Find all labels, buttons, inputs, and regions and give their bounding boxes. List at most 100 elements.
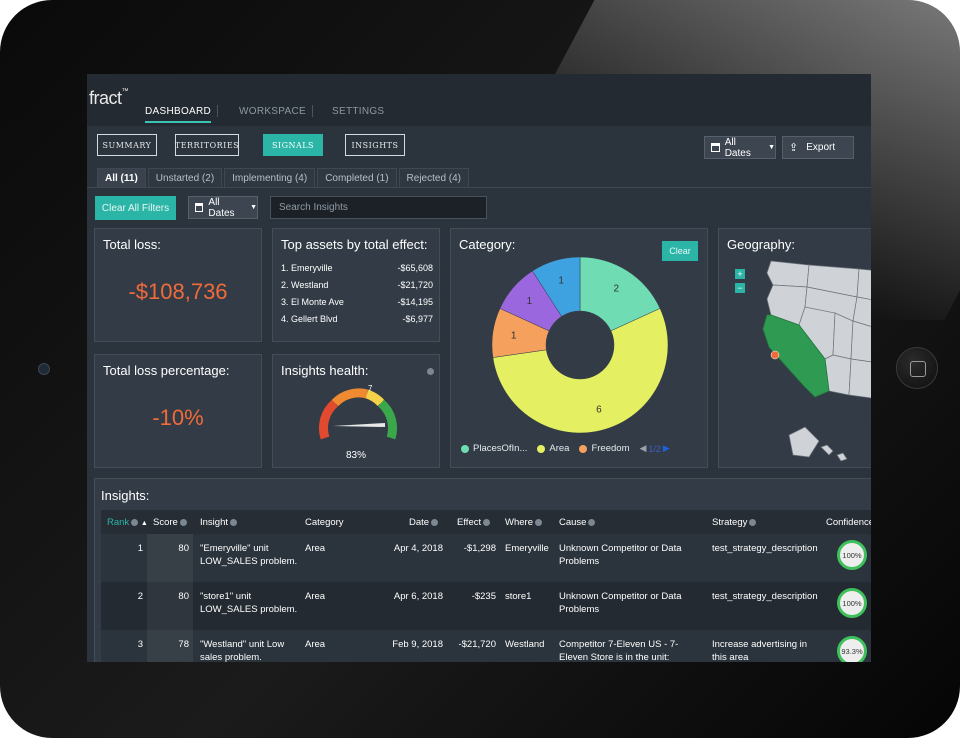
nav-settings[interactable]: SETTINGS <box>332 106 385 117</box>
status-tabs: All (11) Unstarted (2) Implementing (4) … <box>97 168 471 188</box>
chevron-down-icon: ▼ <box>250 204 257 211</box>
asset-row[interactable]: 3. El Monte Ave -$14,195 <box>281 297 433 307</box>
donut-slice-1[interactable] <box>579 256 661 332</box>
row-cause: Competitor 7-Eleven US - 7-Eleven Store … <box>559 639 679 662</box>
health-gauge: 7 <box>319 384 397 440</box>
row-date: Apr 4, 2018 <box>393 543 443 554</box>
row-insight[interactable]: "Emeryville" unit LOW_SALES problem. <box>200 543 298 567</box>
row-date: Apr 6, 2018 <box>393 591 443 602</box>
row-insight[interactable]: "Westland" unit Low sales problem. <box>200 639 285 662</box>
donut-slice-label: 1 <box>527 296 533 307</box>
legend-item[interactable]: Area <box>537 443 569 454</box>
column-category[interactable]: Category <box>305 517 344 528</box>
gauge-red-segment <box>319 399 339 440</box>
column-date[interactable]: Date <box>409 517 439 528</box>
donut-slice-label: 2 <box>613 284 619 295</box>
filter-date-dropdown[interactable]: All Dates ▼ <box>188 196 258 219</box>
row-strategy: Increase advertising in this area <box>712 639 808 662</box>
info-icon <box>179 518 187 526</box>
tab-completed[interactable]: Completed (1) <box>317 168 397 188</box>
row-category: Area <box>305 591 326 602</box>
category-card: Category: Clear 2 6 1 1 1 PlacesOfIn... Area… <box>450 228 708 468</box>
donut-slice-2[interactable] <box>492 308 669 434</box>
row-score: 80 <box>178 591 189 602</box>
category-clear-button[interactable]: Clear <box>662 241 698 261</box>
total-loss-title: Total loss: <box>103 237 161 252</box>
asset-row[interactable]: 1. Emeryville -$65,608 <box>281 263 433 273</box>
column-where[interactable]: Where <box>505 517 542 528</box>
tab-unstarted[interactable]: Unstarted (2) <box>147 168 223 188</box>
date-range-dropdown[interactable]: All Dates ▼ <box>704 136 776 159</box>
score-cell-bg <box>147 582 193 630</box>
search-input[interactable]: Search Insights <box>270 196 487 219</box>
info-icon <box>431 518 439 526</box>
gauge-needle <box>333 423 385 427</box>
map-zoom-in-button[interactable]: + <box>735 269 745 279</box>
nav-divider <box>217 105 218 117</box>
column-insight[interactable]: Insight <box>200 517 237 528</box>
territories-button[interactable]: TERRITORIES <box>175 134 239 156</box>
us-map[interactable] <box>749 259 871 468</box>
nav-workspace[interactable]: WORKSPACE <box>239 106 306 117</box>
row-where: Westland <box>505 639 545 650</box>
tab-implementing[interactable]: Implementing (4) <box>224 168 316 188</box>
signals-button[interactable]: SIGNALS <box>263 134 323 156</box>
donut-slice-5[interactable] <box>532 256 581 317</box>
asset-row[interactable]: 4. Gellert Blvd -$6,977 <box>281 314 433 324</box>
states-layer <box>766 260 871 462</box>
column-rank[interactable]: Rank ▲ <box>107 517 148 528</box>
tab-all[interactable]: All (11) <box>97 168 146 188</box>
asset-row[interactable]: 2. Westland -$21,720 <box>281 280 433 290</box>
donut-slice-label: 1 <box>511 330 517 341</box>
legend-item[interactable]: PlacesOfIn... <box>461 443 527 454</box>
table-row[interactable]: 2 80 "store1" unit LOW_SALES problem. Ar… <box>101 582 871 630</box>
category-title: Category: <box>459 237 516 252</box>
nav-dashboard[interactable]: DASHBOARD <box>145 106 212 123</box>
row-insight[interactable]: "store1" unit LOW_SALES problem. <box>200 591 298 615</box>
category-donut-chart: 2 6 1 1 1 <box>491 256 669 434</box>
score-cell-bg <box>147 630 193 662</box>
clear-all-filters-button[interactable]: Clear All Filters <box>95 196 176 220</box>
row-score: 80 <box>178 543 189 554</box>
pager-prev-icon[interactable]: ◀ <box>639 443 647 453</box>
export-icon: ⇪ <box>789 142 799 154</box>
top-assets-title: Top assets by total effect: <box>281 237 428 252</box>
column-effect[interactable]: Effect <box>457 517 491 528</box>
home-button[interactable] <box>896 347 938 389</box>
column-cause[interactable]: Cause <box>559 517 596 528</box>
legend-item[interactable]: Freedom <box>579 443 629 454</box>
fract-logo[interactable]: fract™ <box>89 88 129 108</box>
insights-button[interactable]: INSIGHTS <box>345 134 405 156</box>
summary-button[interactable]: SUMMARY <box>97 134 157 156</box>
row-effect: -$235 <box>471 591 496 602</box>
insights-health-title: Insights health: <box>281 363 369 378</box>
calendar-icon <box>195 203 204 212</box>
insights-health-card: Insights health: 7 83% <box>272 354 440 468</box>
info-icon[interactable] <box>427 368 434 375</box>
score-cell-bg <box>147 534 193 582</box>
nav-divider <box>312 105 313 117</box>
map-zoom-out-button[interactable]: − <box>735 283 745 293</box>
export-button[interactable]: ⇪ Export <box>782 136 854 159</box>
insights-title: Insights: <box>101 488 150 503</box>
info-icon <box>483 518 491 526</box>
california-highlight <box>762 314 830 398</box>
gauge-yellow-segment <box>365 389 385 407</box>
geography-card: Geography: + − <box>718 228 871 468</box>
total-loss-percentage-card: Total loss percentage: -10% <box>94 354 262 468</box>
row-date: Feb 9, 2018 <box>392 639 443 650</box>
row-strategy: test_strategy_description <box>712 543 818 554</box>
row-rank: 2 <box>137 591 143 602</box>
tab-rejected[interactable]: Rejected (4) <box>398 168 470 188</box>
table-row[interactable]: 3 78 "Westland" unit Low sales problem. … <box>101 630 871 662</box>
insights-table-header: Rank ▲ Score Insight Category Date Effec… <box>101 510 871 534</box>
column-strategy[interactable]: Strategy <box>712 517 757 528</box>
confidence-badge: 100% <box>837 540 867 570</box>
column-score[interactable]: Score <box>153 517 187 528</box>
total-loss-percentage-value: -10% <box>152 405 204 430</box>
date-range-label: All Dates <box>724 136 751 159</box>
column-confidence[interactable]: Confidence <box>826 517 871 528</box>
pager-next-icon[interactable]: ▶ <box>662 443 670 453</box>
table-row[interactable]: 1 80 "Emeryville" unit LOW_SALES problem… <box>101 534 871 582</box>
